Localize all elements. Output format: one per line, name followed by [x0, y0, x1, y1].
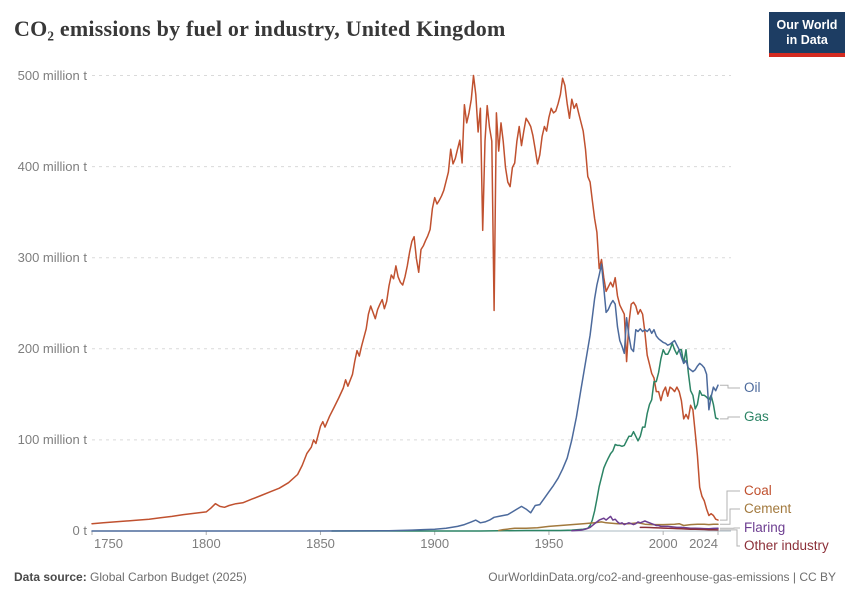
attribution-link[interactable]: OurWorldinData.org/co2-and-greenhouse-ga…: [488, 570, 836, 584]
data-source-value: Global Carbon Budget (2025): [86, 570, 247, 584]
x-axis-label: 1850: [305, 536, 335, 551]
owid-logo-red-bar: [769, 53, 845, 57]
y-axis-label: 400 million t: [17, 158, 87, 174]
series-label-gas[interactable]: Gas: [744, 409, 769, 424]
series-label-flaring[interactable]: Flaring: [744, 520, 786, 535]
data-source-label: Data source:: [14, 570, 87, 584]
series-label-cement[interactable]: Cement: [744, 501, 792, 516]
series-label-connector-oil: [720, 384, 740, 389]
series-label-connector-coal: [720, 490, 740, 521]
owid-logo[interactable]: Our World in Data: [769, 12, 845, 57]
series-label-connector-cement: [720, 508, 740, 525]
y-axis-label: 200 million t: [17, 340, 87, 356]
series-line-gas[interactable]: [331, 342, 719, 532]
y-axis-label: 500 million t: [17, 67, 87, 83]
x-axis-label: 1750: [94, 536, 123, 551]
series-line-cement[interactable]: [497, 521, 719, 532]
x-axis-label: 2000: [648, 536, 678, 551]
x-axis-label: 1900: [420, 536, 450, 551]
series-line-coal[interactable]: [91, 74, 719, 525]
y-axis-label: 300 million t: [17, 249, 87, 265]
x-axis-label: 2024: [689, 536, 718, 551]
x-axis-label: 1950: [534, 536, 564, 551]
y-axis-label: 0 t: [72, 523, 87, 538]
x-axis-label: 1800: [191, 536, 221, 551]
series-label-coal[interactable]: Coal: [744, 483, 772, 498]
series-label-other-industry[interactable]: Other industry: [744, 538, 829, 553]
y-axis-label: 100 million t: [17, 431, 87, 447]
chart-title: CO₂ emissions by fuel or industry, Unite…: [14, 16, 506, 41]
chart-footer: Data source: Global Carbon Budget (2025)…: [14, 570, 836, 584]
series-label-connector-other-industry: [720, 529, 740, 547]
series-line-oil[interactable]: [91, 263, 719, 532]
owid-logo-text: Our World in Data: [769, 12, 845, 53]
series-line-other-industry[interactable]: [639, 526, 719, 531]
series-label-oil[interactable]: Oil: [744, 380, 761, 395]
series-line-flaring[interactable]: [571, 515, 719, 532]
series-label-connector-gas: [720, 416, 740, 420]
data-source-note: Data source: Global Carbon Budget (2025): [14, 570, 247, 584]
